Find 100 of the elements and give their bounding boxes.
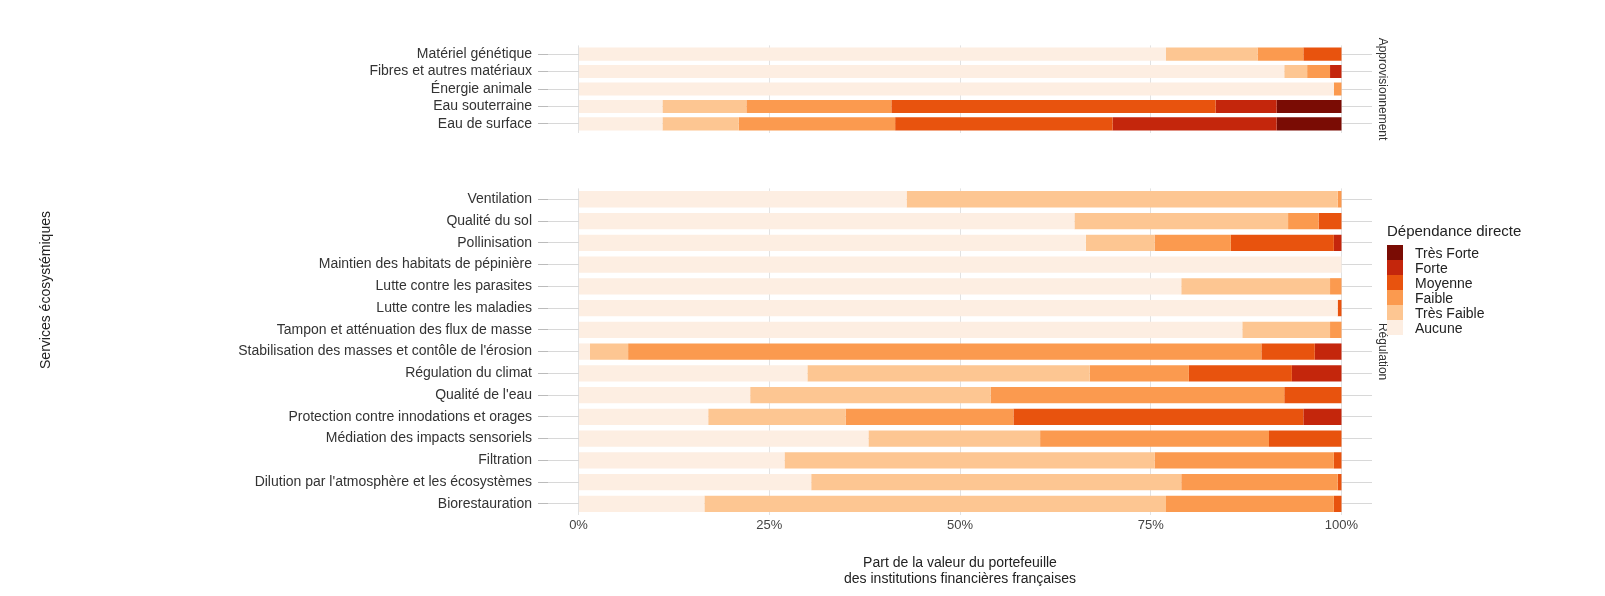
- y-tick-label: Ventilation: [467, 190, 532, 207]
- bar: [579, 430, 869, 447]
- bar: [704, 495, 1166, 513]
- bar: [738, 117, 896, 131]
- bar: [1333, 234, 1342, 251]
- y-tick-label: Lutte contre les parasites: [375, 277, 532, 294]
- bar: [811, 474, 1182, 491]
- bar: [1013, 408, 1304, 426]
- bar: [1318, 212, 1342, 230]
- y-tick-label: Pollinisation: [457, 233, 532, 250]
- y-tick-label: Médiation des impacts sensoriels: [325, 429, 532, 446]
- bar: [579, 278, 1182, 295]
- bar: [906, 191, 1338, 208]
- legend-label: Forte: [1415, 259, 1448, 276]
- legend-title: Dépendance directe: [1387, 222, 1522, 239]
- bar: [662, 117, 739, 131]
- bar: [1154, 452, 1334, 469]
- bar: [579, 386, 751, 404]
- y-axis-title: Services écosystémiques: [37, 211, 53, 369]
- bar: [579, 321, 1243, 338]
- legend-label: Très Forte: [1415, 244, 1480, 261]
- bar: [895, 117, 1113, 131]
- bar: [1303, 47, 1342, 61]
- y-tick-label: Matériel génétique: [416, 44, 533, 61]
- bar: [579, 99, 663, 113]
- bar: [628, 343, 1262, 360]
- bar: [1284, 65, 1308, 79]
- y-tick-label: Qualité de l'eau: [435, 385, 532, 402]
- x-tick-label: 25%: [756, 517, 783, 533]
- bar: [579, 452, 785, 469]
- bar: [1303, 408, 1342, 426]
- bar: [579, 65, 1285, 79]
- bar: [662, 99, 747, 113]
- legend-label: Moyenne: [1415, 274, 1473, 291]
- bar: [1333, 452, 1342, 469]
- bar: [579, 234, 1086, 251]
- bar: [579, 47, 1166, 61]
- bar: [1284, 386, 1342, 404]
- y-tick-label: Énergie animale: [430, 79, 533, 96]
- y-tick-label: Protection contre innodations et orages: [288, 407, 532, 424]
- bar: [579, 365, 808, 382]
- bar: [1085, 234, 1155, 251]
- bar: [1291, 365, 1342, 382]
- bar: [1215, 99, 1277, 113]
- y-tick-label: Maintien des habitats de pépinière: [318, 255, 533, 272]
- bar: [1181, 278, 1331, 295]
- y-tick-label: Eau souterraine: [433, 97, 533, 114]
- bar: [1154, 234, 1231, 251]
- bar: [784, 452, 1155, 469]
- bar: [579, 343, 590, 360]
- y-tick-label: Dilution par l'atmosphère et les écosystèmes: [254, 473, 532, 490]
- legend-label: Très Faible: [1415, 304, 1485, 321]
- bar: [1269, 430, 1342, 447]
- bar: [1333, 495, 1342, 513]
- text: Régulation: [1375, 322, 1390, 381]
- bar: [1276, 117, 1342, 131]
- bar: [1276, 99, 1342, 113]
- bar: [1307, 65, 1331, 79]
- bar: [845, 408, 1014, 426]
- bar: [589, 343, 629, 360]
- bar: [1288, 212, 1319, 230]
- x-tick-label: 50%: [946, 517, 974, 533]
- bar: [579, 212, 1075, 230]
- y-tick-label: Régulation du climat: [405, 364, 533, 381]
- bar: [579, 495, 705, 513]
- bar: [990, 386, 1285, 404]
- text: Approvisionnement: [1375, 37, 1390, 142]
- legend-label: Aucune: [1415, 319, 1463, 336]
- bar: [1314, 343, 1342, 360]
- bar: [708, 408, 846, 426]
- bar: [1166, 47, 1258, 61]
- bar: [1333, 82, 1342, 96]
- y-tick-label: Biorestauration: [437, 494, 532, 511]
- x-tick-label: 75%: [1137, 517, 1165, 533]
- y-tick-label: Fibres et autres matériaux: [369, 62, 532, 79]
- bar: [1230, 234, 1334, 251]
- y-tick-label: Filtration: [478, 451, 532, 468]
- bar: [579, 474, 812, 491]
- bar: [1112, 117, 1277, 131]
- bar: [1166, 495, 1334, 513]
- bar: [807, 365, 1090, 382]
- bar: [579, 408, 709, 426]
- bar: [1330, 321, 1342, 338]
- bar: [1188, 365, 1292, 382]
- bar: [579, 299, 1338, 317]
- bar: [868, 430, 1041, 447]
- bar: [1330, 278, 1342, 295]
- bar: [579, 256, 1342, 273]
- y-tick-label: Stabilisation des masses et contôle de l'érosion: [238, 342, 532, 359]
- y-tick-label: Lutte contre les maladies: [376, 298, 532, 315]
- bar: [579, 117, 663, 131]
- x-axis-title: Part de la valeur du portefeuille des institutions financières françaises: [844, 553, 1076, 587]
- bar: [1089, 365, 1189, 382]
- y-tick-label: Eau de surface: [437, 114, 533, 131]
- y-tick-label: Qualité du sol: [446, 211, 532, 228]
- x-tick-label: 100%: [1324, 517, 1359, 533]
- bar: [1040, 430, 1269, 447]
- bar: [1257, 47, 1304, 61]
- y-tick-label: Tampon et atténuation des flux de masse: [276, 320, 533, 337]
- bar: [579, 82, 1334, 96]
